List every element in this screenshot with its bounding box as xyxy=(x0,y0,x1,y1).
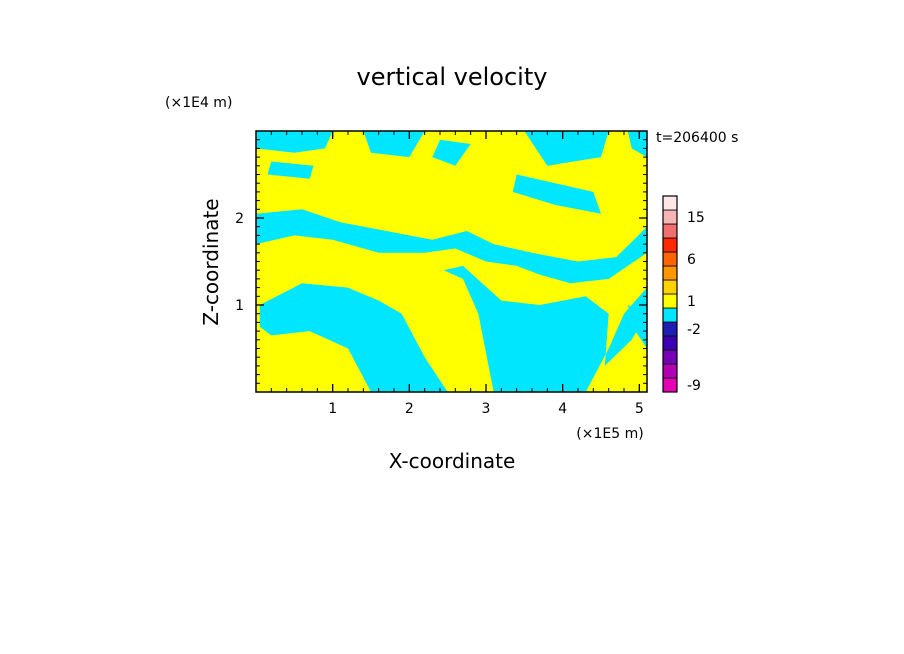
colorbar-label-9: 6 xyxy=(687,252,696,268)
colorbar-swatch-7 xyxy=(662,279,678,295)
downdraft-region-5 xyxy=(512,174,601,214)
x-unit-label: (×1E5 m) xyxy=(576,426,643,442)
downdraft-region-0 xyxy=(256,131,333,153)
colorbar-swatch-13 xyxy=(662,195,678,211)
x-tick-label-0: 1 xyxy=(328,401,337,417)
downdraft-region-4 xyxy=(432,139,471,166)
colorbar-swatch-9 xyxy=(662,251,678,267)
y-axis-label: Z-coordinate xyxy=(199,198,223,325)
downdraft-region-2 xyxy=(524,131,609,166)
y-axis-ticks: 12 xyxy=(235,139,647,384)
downdraft-region-8 xyxy=(259,283,448,392)
x-tick-label-4: 5 xyxy=(635,401,644,417)
colorbar-swatch-2 xyxy=(662,349,678,365)
colorbar-label-12: 15 xyxy=(687,210,705,226)
colorbar-label-6: 1 xyxy=(687,294,696,310)
colorbar-swatch-6 xyxy=(662,293,678,309)
x-tick-label-3: 4 xyxy=(558,401,567,417)
colorbar-swatch-10 xyxy=(662,237,678,253)
x-tick-label-1: 2 xyxy=(405,401,414,417)
y-tick-label-0: 1 xyxy=(235,298,244,314)
downdraft-region-7 xyxy=(256,209,647,284)
x-tick-label-2: 3 xyxy=(482,401,491,417)
plot-area xyxy=(255,130,648,393)
colorbar-swatch-11 xyxy=(662,223,678,239)
colorbar-swatch-3 xyxy=(662,335,678,351)
colorbar-swatch-4 xyxy=(662,321,678,337)
colorbar-label-4: -2 xyxy=(687,322,701,338)
downdraft-region-9 xyxy=(443,265,647,392)
chart-title: vertical velocity xyxy=(357,63,548,91)
downdraft-region-6 xyxy=(267,161,314,179)
time-label: t=206400 s xyxy=(656,130,738,146)
colorbar-swatch-5 xyxy=(662,307,678,323)
downdraft-region-10 xyxy=(627,305,647,349)
colorbar-frame xyxy=(662,195,678,393)
downdraft-region-3 xyxy=(627,131,647,158)
y-tick-label-1: 2 xyxy=(235,211,244,227)
colorbar-swatch-8 xyxy=(662,265,678,281)
colorbar-swatch-12 xyxy=(662,209,678,225)
x-axis-ticks: 1 2 3 4 5 xyxy=(270,131,644,417)
field-regions xyxy=(256,131,647,392)
y-unit-label: (×1E4 m) xyxy=(165,95,232,111)
x-axis-label: X-coordinate xyxy=(389,449,516,473)
colorbar-swatch-1 xyxy=(662,363,678,379)
colorbar-swatch-0 xyxy=(662,377,678,393)
colorbar-label-0: -9 xyxy=(687,378,701,394)
colorbar: -9 -2 1 6 15 xyxy=(662,195,705,394)
